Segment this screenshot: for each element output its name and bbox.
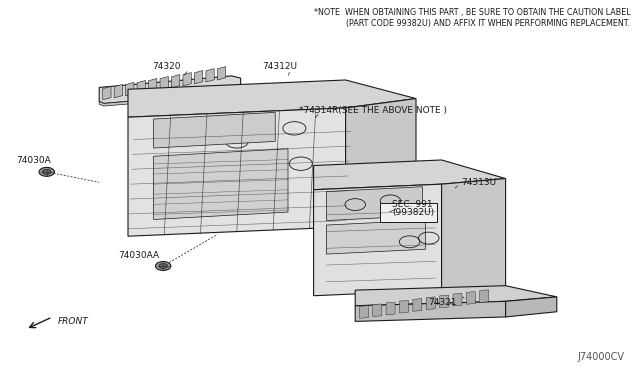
Polygon shape xyxy=(160,77,168,90)
Polygon shape xyxy=(114,84,122,98)
Text: *74314R(SEE THE ABOVE NOTE ): *74314R(SEE THE ABOVE NOTE ) xyxy=(299,106,447,115)
Polygon shape xyxy=(128,108,346,236)
Text: 74030A: 74030A xyxy=(16,156,51,165)
Polygon shape xyxy=(467,292,476,304)
Polygon shape xyxy=(355,301,506,321)
Polygon shape xyxy=(314,160,506,190)
Polygon shape xyxy=(359,306,368,318)
Text: *NOTE  WHEN OBTAINING THIS PART , BE SURE TO OBTAIN THE CAUTION LABEL
(PART CODE: *NOTE WHEN OBTAINING THIS PART , BE SURE… xyxy=(314,8,630,28)
Polygon shape xyxy=(355,286,557,306)
Polygon shape xyxy=(102,86,111,100)
Circle shape xyxy=(156,262,171,270)
Text: 74320: 74320 xyxy=(152,62,180,71)
Polygon shape xyxy=(326,220,426,254)
Text: (99382U): (99382U) xyxy=(392,208,435,217)
Polygon shape xyxy=(372,304,381,317)
Polygon shape xyxy=(480,290,489,302)
Polygon shape xyxy=(453,294,462,306)
Text: SEC. 991: SEC. 991 xyxy=(392,200,433,209)
Polygon shape xyxy=(440,295,449,308)
Polygon shape xyxy=(125,83,134,96)
Polygon shape xyxy=(99,76,241,103)
Polygon shape xyxy=(206,68,214,82)
Circle shape xyxy=(42,169,51,174)
Polygon shape xyxy=(442,179,506,290)
Polygon shape xyxy=(218,67,226,80)
Text: 74312U: 74312U xyxy=(262,62,297,71)
Circle shape xyxy=(39,167,54,176)
Polygon shape xyxy=(148,78,157,92)
Polygon shape xyxy=(506,297,557,317)
Text: J74000CV: J74000CV xyxy=(577,352,624,362)
Polygon shape xyxy=(154,149,288,219)
FancyBboxPatch shape xyxy=(380,203,437,222)
Polygon shape xyxy=(172,74,180,88)
Polygon shape xyxy=(99,92,241,106)
Polygon shape xyxy=(314,184,442,296)
Text: FRONT: FRONT xyxy=(58,317,88,326)
Text: 74030AA: 74030AA xyxy=(118,251,159,260)
Polygon shape xyxy=(326,187,422,221)
Polygon shape xyxy=(195,71,203,84)
Polygon shape xyxy=(399,300,408,313)
Polygon shape xyxy=(154,112,275,148)
Polygon shape xyxy=(413,299,422,311)
Polygon shape xyxy=(346,99,416,227)
Text: 74313U: 74313U xyxy=(461,178,496,187)
Circle shape xyxy=(159,263,168,269)
Polygon shape xyxy=(128,80,416,117)
Polygon shape xyxy=(426,297,435,310)
Text: 74321: 74321 xyxy=(429,298,457,307)
Polygon shape xyxy=(386,302,395,315)
Polygon shape xyxy=(137,80,145,94)
Polygon shape xyxy=(183,73,191,86)
